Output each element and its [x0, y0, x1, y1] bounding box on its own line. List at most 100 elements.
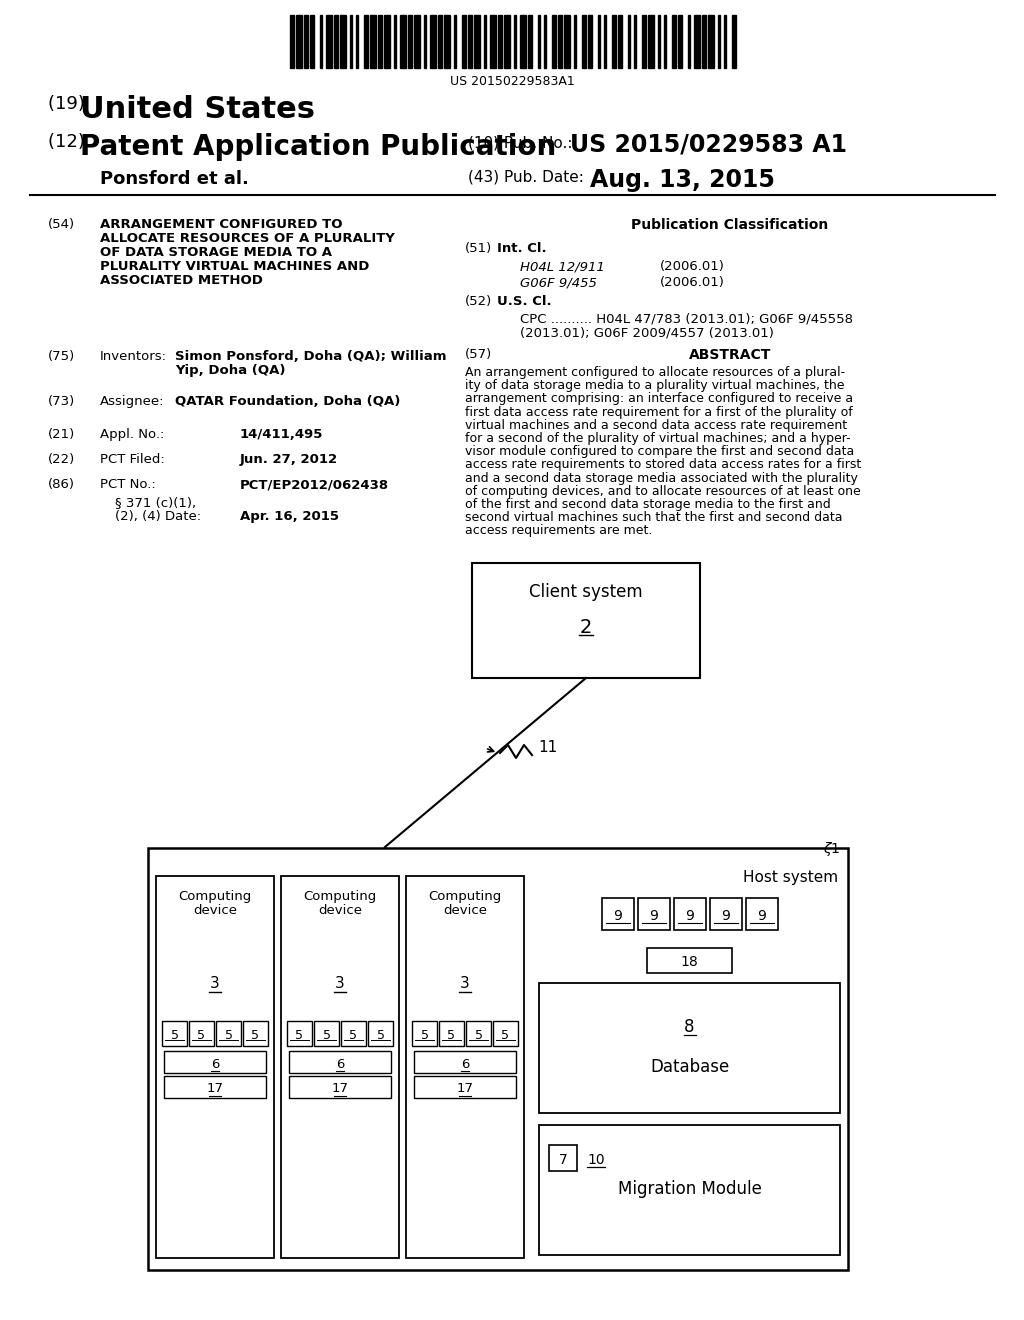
Bar: [356, 15, 358, 69]
Text: 5: 5: [198, 1030, 206, 1041]
Text: (19): (19): [48, 95, 91, 114]
Text: Aug. 13, 2015: Aug. 13, 2015: [590, 168, 775, 191]
Bar: [430, 15, 436, 69]
Bar: [281, 876, 399, 1258]
Text: 17: 17: [457, 1082, 473, 1096]
Text: (52): (52): [465, 294, 493, 308]
Text: 7: 7: [559, 1152, 567, 1167]
Bar: [412, 1020, 437, 1045]
Text: (2013.01); G06F 2009/4557 (2013.01): (2013.01); G06F 2009/4557 (2013.01): [520, 327, 774, 341]
Text: 5: 5: [252, 1030, 259, 1041]
Text: (73): (73): [48, 395, 75, 408]
Bar: [493, 1020, 518, 1045]
Bar: [514, 15, 516, 69]
Text: (10) Pub. No.:: (10) Pub. No.:: [468, 135, 578, 150]
Bar: [549, 1144, 577, 1171]
Text: QATAR Foundation, Doha (QA): QATAR Foundation, Doha (QA): [175, 395, 400, 408]
Text: 6: 6: [461, 1057, 469, 1071]
Bar: [408, 15, 412, 69]
Bar: [642, 15, 646, 69]
Bar: [304, 15, 308, 69]
Text: (2006.01): (2006.01): [660, 260, 725, 273]
Bar: [406, 876, 524, 1258]
Text: 2: 2: [580, 618, 592, 638]
Text: 3: 3: [210, 975, 220, 991]
Bar: [384, 15, 390, 69]
Text: 18: 18: [681, 956, 698, 969]
Bar: [484, 15, 486, 69]
Text: 9: 9: [721, 909, 730, 923]
Bar: [189, 1020, 214, 1045]
Bar: [341, 1020, 366, 1045]
Bar: [528, 15, 532, 69]
Text: ity of data storage media to a plurality virtual machines, the: ity of data storage media to a plurality…: [465, 379, 845, 392]
Bar: [732, 15, 736, 69]
Text: 3: 3: [460, 975, 470, 991]
Text: ABSTRACT: ABSTRACT: [689, 348, 771, 362]
Text: $\zeta$1: $\zeta$1: [823, 840, 841, 858]
Text: Publication Classification: Publication Classification: [632, 218, 828, 232]
Text: of computing devices, and to allocate resources of at least one: of computing devices, and to allocate re…: [465, 484, 861, 498]
Text: second virtual machines such that the first and second data: second virtual machines such that the fi…: [465, 511, 843, 524]
Bar: [544, 15, 546, 69]
Bar: [708, 15, 714, 69]
Text: Patent Application Publication: Patent Application Publication: [80, 133, 556, 161]
Text: 9: 9: [613, 909, 622, 923]
Bar: [424, 15, 426, 69]
Text: (22): (22): [48, 453, 75, 466]
Bar: [340, 15, 346, 69]
Text: Simon Ponsford, Doha (QA); William: Simon Ponsford, Doha (QA); William: [175, 350, 446, 363]
Bar: [400, 15, 406, 69]
Text: (2006.01): (2006.01): [660, 276, 725, 289]
Bar: [164, 1076, 266, 1098]
Text: 5: 5: [474, 1030, 482, 1041]
Bar: [702, 15, 706, 69]
Bar: [334, 15, 338, 69]
Text: United States: United States: [80, 95, 315, 124]
Bar: [310, 15, 314, 69]
Text: 5: 5: [447, 1030, 456, 1041]
Bar: [558, 15, 562, 69]
Bar: [454, 15, 456, 69]
Bar: [628, 15, 630, 69]
Text: Jun. 27, 2012: Jun. 27, 2012: [240, 453, 338, 466]
Bar: [414, 15, 420, 69]
Bar: [504, 15, 510, 69]
Bar: [243, 1020, 268, 1045]
Text: 10: 10: [587, 1152, 604, 1167]
Bar: [539, 1125, 840, 1255]
Text: (57): (57): [465, 348, 493, 360]
Bar: [674, 898, 706, 931]
Bar: [688, 15, 690, 69]
Bar: [678, 15, 682, 69]
Bar: [350, 15, 352, 69]
Bar: [414, 1076, 516, 1098]
Bar: [604, 15, 606, 69]
Text: 9: 9: [757, 909, 766, 923]
Bar: [648, 15, 654, 69]
Text: and a second data storage media associated with the plurality: and a second data storage media associat…: [465, 471, 858, 484]
Text: US 20150229583A1: US 20150229583A1: [450, 75, 574, 88]
Bar: [574, 15, 575, 69]
Bar: [156, 876, 274, 1258]
Text: 8: 8: [684, 1018, 694, 1036]
Text: PCT No.:: PCT No.:: [100, 478, 156, 491]
Text: Int. Cl.: Int. Cl.: [497, 242, 547, 255]
Text: OF DATA STORAGE MEDIA TO A: OF DATA STORAGE MEDIA TO A: [100, 246, 332, 259]
Bar: [474, 15, 480, 69]
Bar: [588, 15, 592, 69]
Text: 6: 6: [211, 1057, 219, 1071]
Bar: [394, 15, 396, 69]
Bar: [582, 15, 586, 69]
Bar: [364, 15, 368, 69]
Text: Computing: Computing: [303, 890, 377, 903]
Text: access rate requirements to stored data access rates for a first: access rate requirements to stored data …: [465, 458, 861, 471]
Text: 5: 5: [224, 1030, 232, 1041]
Text: 3: 3: [335, 975, 345, 991]
Bar: [658, 15, 660, 69]
Text: Computing: Computing: [178, 890, 252, 903]
Bar: [472, 564, 700, 678]
Text: arrangement comprising: an interface configured to receive a: arrangement comprising: an interface con…: [465, 392, 853, 405]
Text: Yip, Doha (QA): Yip, Doha (QA): [175, 364, 286, 378]
Bar: [490, 15, 496, 69]
